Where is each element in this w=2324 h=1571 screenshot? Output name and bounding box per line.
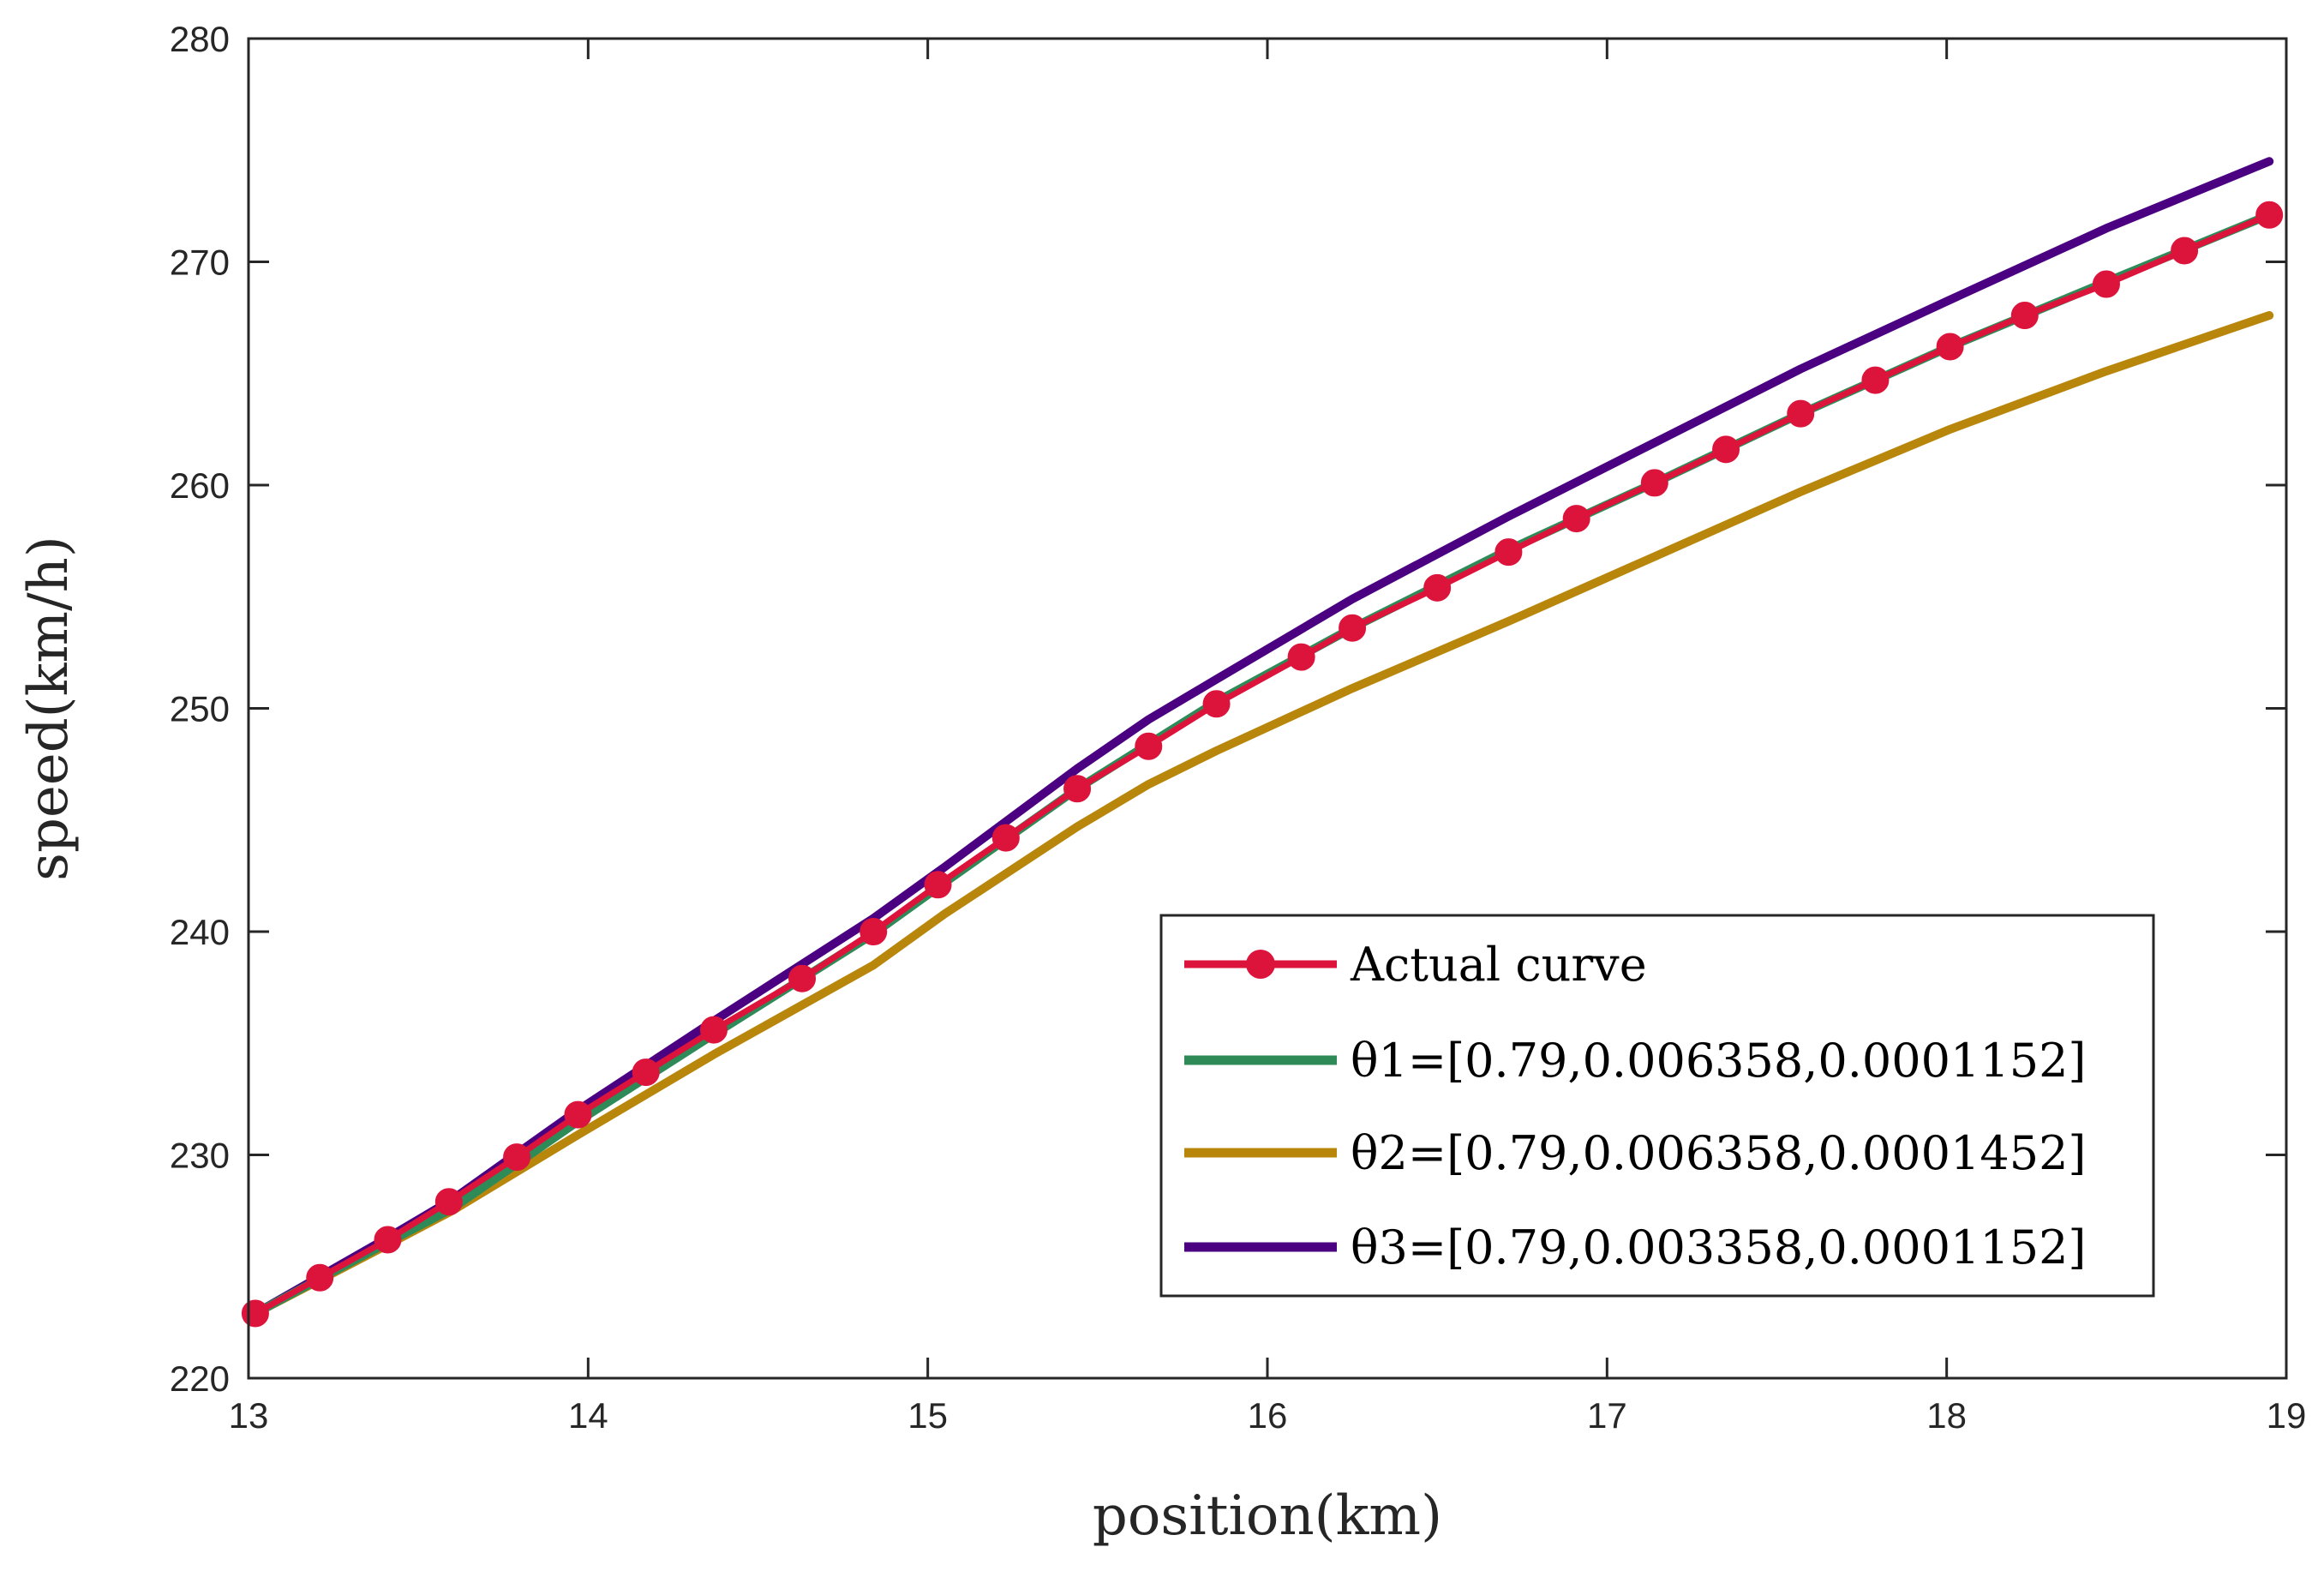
data-point [374, 1226, 402, 1254]
data-point [2171, 237, 2199, 265]
y-axis-title: speed(km/h) [17, 536, 81, 881]
legend: Actual curve θ1=[0.79,0.006358,0.0001152]… [1159, 914, 2155, 1298]
series-line-fit [250, 157, 2274, 1318]
legend-label: θ3=[0.79,0.003358,0.0001152] [1351, 1220, 2087, 1274]
legend-label: θ1=[0.79,0.006358,0.0001152] [1351, 1034, 2087, 1088]
y-tick-label: 240 [170, 912, 230, 952]
data-point [699, 1016, 728, 1044]
data-point [924, 871, 952, 899]
data-point [632, 1058, 660, 1087]
data-point [1135, 732, 1163, 760]
x-axis-title: position(km) [1093, 1484, 1442, 1548]
y-tick-label: 250 [170, 689, 230, 729]
y-tick-label: 280 [170, 19, 230, 59]
y-tick-label: 260 [170, 465, 230, 506]
data-point [2092, 270, 2120, 298]
data-point [1936, 333, 1964, 361]
legend-box [1159, 914, 2155, 1298]
data-point [860, 918, 888, 945]
y-tick-label: 270 [170, 243, 230, 283]
legend-marker [1246, 950, 1275, 979]
x-tick-label: 15 [907, 1395, 948, 1436]
axes: 13 14 15 16 17 18 19 220 230 240 250 260 270 280 [170, 19, 2306, 1436]
y-tick-label: 230 [170, 1136, 230, 1176]
legend-label: Actual curve [1350, 938, 1647, 992]
series-line-fit [250, 311, 2274, 1318]
data-point [1423, 573, 1452, 602]
data-point [1202, 690, 1231, 718]
x-tick-label: 13 [229, 1395, 269, 1436]
data-point [1562, 505, 1590, 533]
data-point [1494, 538, 1523, 567]
data-point [1063, 775, 1092, 803]
x-tick-label: 17 [1587, 1395, 1627, 1436]
x-tick-label: 18 [1926, 1395, 1967, 1436]
data-point [503, 1143, 531, 1172]
x-tick-label: 16 [1248, 1395, 1288, 1436]
data-point [2255, 201, 2284, 229]
data-point [1339, 614, 1367, 642]
y-tick-label: 220 [170, 1358, 230, 1399]
data-point [1787, 399, 1815, 428]
data-point [2010, 302, 2039, 330]
data-point [1861, 366, 1890, 394]
legend-label: θ2=[0.79,0.006358,0.0001452] [1351, 1126, 2087, 1180]
x-tick-label: 19 [2267, 1395, 2307, 1436]
data-point [1287, 643, 1315, 671]
data-point [306, 1263, 334, 1292]
x-tick-label: 14 [568, 1395, 608, 1436]
data-point [1640, 469, 1668, 497]
data-point [564, 1100, 592, 1129]
data-point [241, 1299, 269, 1328]
data-point [788, 964, 817, 992]
data-point [1712, 435, 1740, 464]
plot-area [241, 157, 2284, 1328]
data-point [434, 1188, 463, 1216]
data-point [991, 824, 1020, 852]
